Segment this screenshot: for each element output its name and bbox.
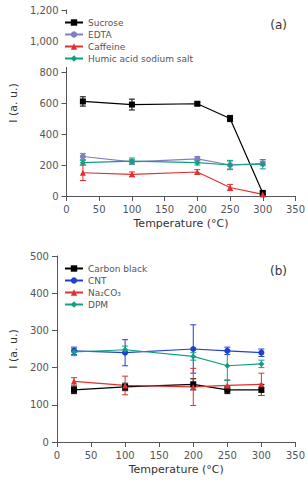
svg-text:Temperature (°C): Temperature (°C) bbox=[133, 217, 229, 230]
svg-text:100: 100 bbox=[30, 399, 49, 410]
svg-text:600: 600 bbox=[39, 98, 58, 109]
svg-text:CNT: CNT bbox=[88, 276, 107, 286]
svg-text:100: 100 bbox=[122, 204, 141, 215]
svg-text:Caffeine: Caffeine bbox=[88, 42, 126, 52]
svg-text:100: 100 bbox=[116, 450, 135, 461]
svg-text:350: 350 bbox=[286, 450, 305, 461]
svg-text:I (a. u.): I (a. u.) bbox=[7, 329, 20, 369]
svg-text:0: 0 bbox=[63, 204, 69, 215]
svg-text:50: 50 bbox=[93, 204, 106, 215]
svg-text:0: 0 bbox=[54, 450, 60, 461]
svg-text:200: 200 bbox=[30, 362, 49, 373]
svg-text:Na₂CO₃: Na₂CO₃ bbox=[88, 288, 121, 298]
svg-text:400: 400 bbox=[39, 129, 58, 140]
svg-text:200: 200 bbox=[188, 204, 207, 215]
svg-text:150: 150 bbox=[150, 450, 169, 461]
svg-text:(a): (a) bbox=[270, 18, 287, 32]
svg-text:800: 800 bbox=[39, 67, 58, 78]
svg-text:Temperature (°C): Temperature (°C) bbox=[128, 463, 224, 476]
svg-text:500: 500 bbox=[30, 251, 49, 262]
svg-text:Carbon black: Carbon black bbox=[88, 264, 148, 274]
svg-text:300: 300 bbox=[252, 450, 271, 461]
svg-text:I (a. u.): I (a. u.) bbox=[7, 83, 20, 123]
svg-text:EDTA: EDTA bbox=[88, 30, 112, 40]
svg-text:350: 350 bbox=[286, 204, 305, 215]
svg-text:300: 300 bbox=[30, 325, 49, 336]
svg-text:Humic acid sodium salt: Humic acid sodium salt bbox=[88, 54, 194, 64]
svg-text:200: 200 bbox=[39, 160, 58, 171]
svg-text:(b): (b) bbox=[270, 264, 287, 278]
svg-text:250: 250 bbox=[221, 204, 240, 215]
svg-text:Sucrose: Sucrose bbox=[88, 18, 124, 28]
svg-text:200: 200 bbox=[184, 450, 203, 461]
svg-text:1,200: 1,200 bbox=[30, 5, 59, 16]
svg-text:DPM: DPM bbox=[88, 300, 108, 310]
svg-text:150: 150 bbox=[155, 204, 174, 215]
svg-text:400: 400 bbox=[30, 288, 49, 299]
svg-text:300: 300 bbox=[253, 204, 272, 215]
svg-text:250: 250 bbox=[218, 450, 237, 461]
svg-text:50: 50 bbox=[85, 450, 98, 461]
svg-text:1,000: 1,000 bbox=[30, 36, 59, 47]
svg-text:0: 0 bbox=[52, 191, 58, 202]
svg-text:0: 0 bbox=[43, 437, 49, 448]
